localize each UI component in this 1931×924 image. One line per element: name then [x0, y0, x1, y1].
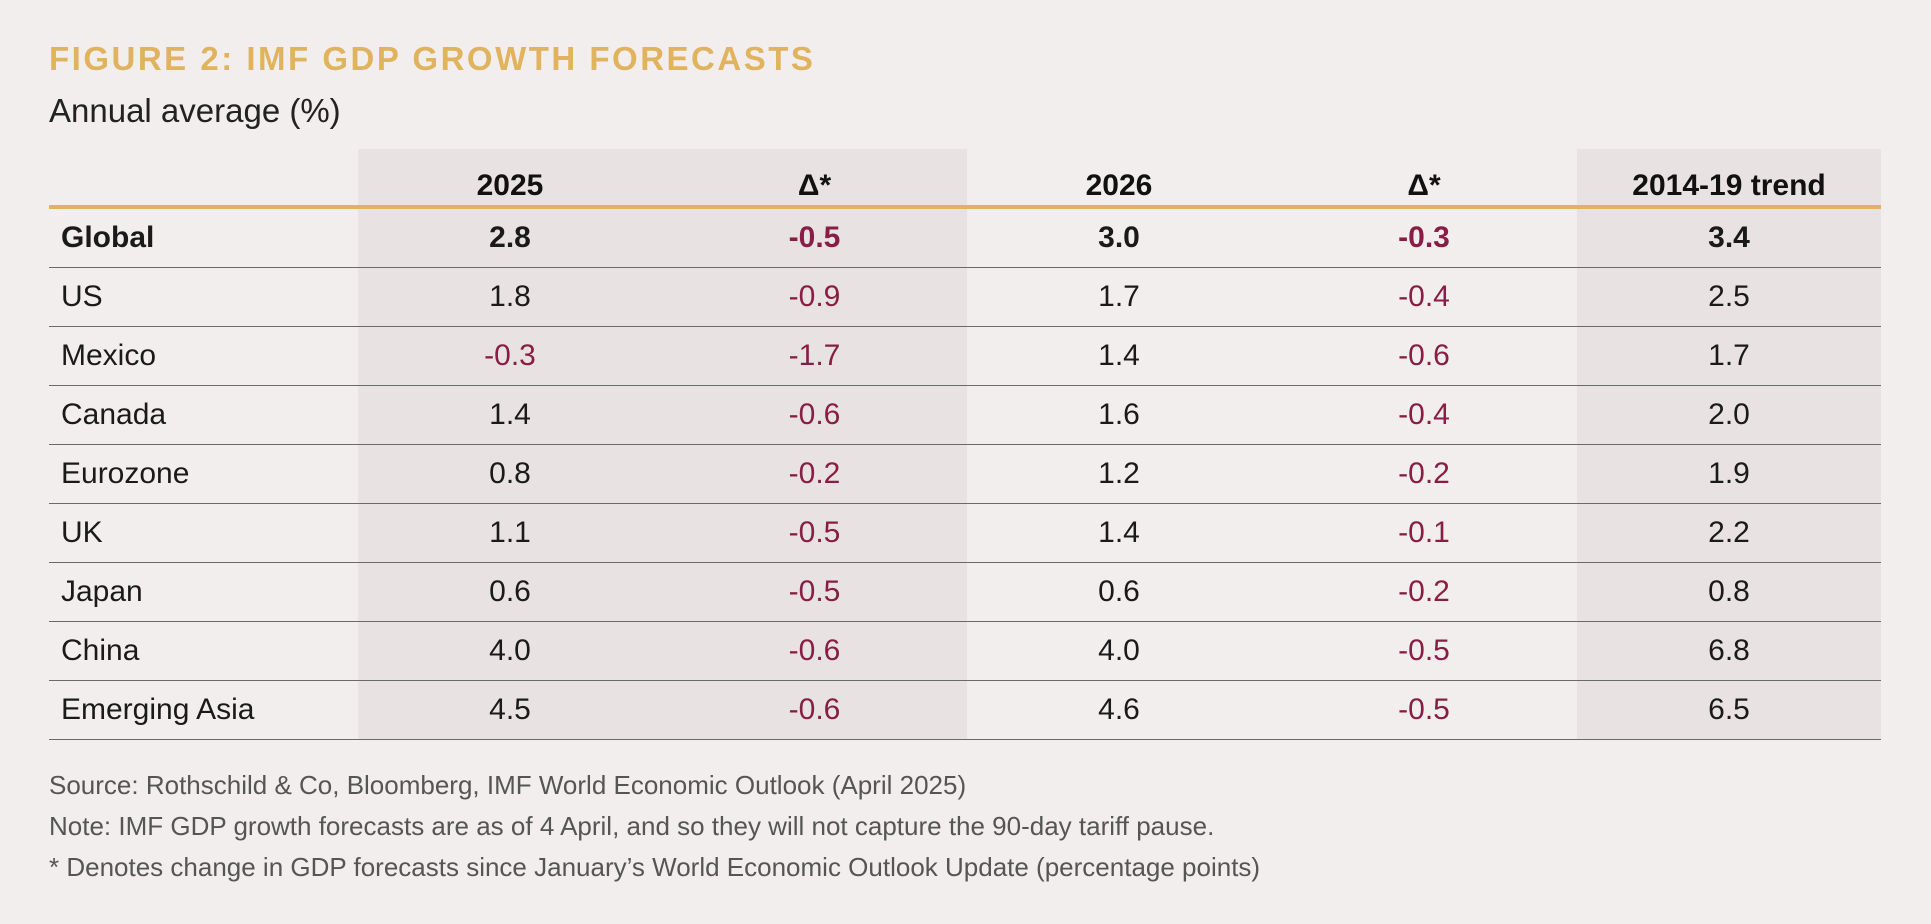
cell-delta-2026: -0.4 — [1398, 280, 1450, 313]
cell-2026: 3.0 — [1098, 221, 1140, 254]
row-label: Eurozone — [61, 457, 190, 490]
cell-2025: 0.8 — [489, 457, 531, 490]
cell-2025: -0.3 — [484, 339, 536, 372]
cell-2026: 1.2 — [1098, 457, 1140, 490]
cell-2025: 4.0 — [489, 634, 531, 667]
delta-note: * Denotes change in GDP forecasts since … — [49, 852, 1261, 882]
header-trend: 2014-19 trend — [1632, 169, 1826, 202]
cell-delta-2025: -1.7 — [788, 339, 841, 372]
row-label: Global — [61, 221, 155, 254]
cell-trend: 6.5 — [1708, 693, 1750, 726]
row-label: Canada — [61, 398, 167, 431]
cell-trend: 0.8 — [1708, 575, 1750, 608]
row-label: Mexico — [61, 339, 157, 372]
tariff-note: Note: IMF GDP growth forecasts are as of… — [49, 811, 1215, 841]
cell-2026: 1.6 — [1098, 398, 1140, 431]
row-label: US — [61, 280, 103, 313]
cell-delta-2026: -0.6 — [1398, 339, 1450, 372]
figure-subtitle: Annual average (%) — [49, 92, 341, 129]
source-note: Source: Rothschild & Co, Bloomberg, IMF … — [49, 770, 967, 800]
cell-2026: 1.4 — [1098, 516, 1140, 549]
table-row: Mexico -0.3 -1.7 1.4 -0.6 1.7 — [49, 327, 1881, 386]
cell-delta-2026: -0.2 — [1398, 457, 1450, 490]
notes: Source: Rothschild & Co, Bloomberg, IMF … — [49, 765, 1260, 888]
table-row: Japan 0.6 -0.5 0.6 -0.2 0.8 — [49, 563, 1881, 622]
cell-2026: 0.6 — [1098, 575, 1140, 608]
cell-delta-2025: -0.9 — [788, 280, 841, 313]
row-label: China — [61, 634, 140, 667]
cell-delta-2025: -0.6 — [788, 398, 841, 431]
table-row: US 1.8 -0.9 1.7 -0.4 2.5 — [49, 268, 1881, 327]
table-row: Canada 1.4 -0.6 1.6 -0.4 2.0 — [49, 386, 1881, 445]
cell-2026: 1.7 — [1098, 280, 1140, 313]
cell-delta-2025: -0.5 — [788, 516, 841, 549]
cell-trend: 6.8 — [1708, 634, 1750, 667]
cell-delta-2026: -0.2 — [1398, 575, 1450, 608]
cell-2026: 4.6 — [1098, 693, 1140, 726]
cell-2025: 1.8 — [489, 280, 531, 313]
cell-2025: 2.8 — [489, 221, 531, 254]
cell-delta-2026: -0.3 — [1398, 221, 1450, 254]
header-divider — [49, 205, 1881, 209]
cell-delta-2025: -0.6 — [788, 693, 841, 726]
row-label: Emerging Asia — [61, 693, 255, 726]
figure-title: FIGURE 2: IMF GDP GROWTH FORECASTS — [49, 40, 816, 77]
table-row: Emerging Asia 4.5 -0.6 4.6 -0.5 6.5 — [49, 681, 1881, 740]
cell-delta-2026: -0.1 — [1398, 516, 1450, 549]
cell-trend: 2.5 — [1708, 280, 1750, 313]
table-row: Global 2.8 -0.5 3.0 -0.3 3.4 — [49, 209, 1881, 268]
header-2026: 2026 — [1085, 169, 1153, 202]
cell-2026: 4.0 — [1098, 634, 1140, 667]
table-row: UK 1.1 -0.5 1.4 -0.1 2.2 — [49, 504, 1881, 563]
row-label: UK — [61, 516, 103, 549]
cell-2025: 1.4 — [489, 398, 531, 431]
cell-trend: 2.2 — [1708, 516, 1750, 549]
table-header: 2025 Δ* 2026 Δ* 2014-19 trend — [49, 149, 1881, 205]
cell-delta-2026: -0.5 — [1398, 634, 1450, 667]
cell-delta-2025: -0.5 — [788, 221, 841, 254]
cell-trend: 2.0 — [1708, 398, 1750, 431]
cell-delta-2025: -0.2 — [788, 457, 841, 490]
row-label: Japan — [61, 575, 143, 608]
header-2025: 2025 — [476, 169, 544, 202]
cell-2025: 0.6 — [489, 575, 531, 608]
cell-delta-2025: -0.6 — [788, 634, 841, 667]
cell-trend: 1.7 — [1708, 339, 1750, 372]
cell-delta-2025: -0.5 — [788, 575, 841, 608]
cell-trend: 3.4 — [1708, 221, 1750, 254]
table-row: Eurozone 0.8 -0.2 1.2 -0.2 1.9 — [49, 445, 1881, 504]
cell-2025: 1.1 — [489, 516, 531, 549]
cell-trend: 1.9 — [1708, 457, 1750, 490]
cell-delta-2026: -0.5 — [1398, 693, 1450, 726]
header-delta-2026: Δ* — [1407, 169, 1441, 202]
cell-delta-2026: -0.4 — [1398, 398, 1450, 431]
table-row: China 4.0 -0.6 4.0 -0.5 6.8 — [49, 622, 1881, 681]
forecast-table: 2025 Δ* 2026 Δ* 2014-19 trend Global 2.8 -0.5 3… — [49, 149, 1881, 740]
cell-2025: 4.5 — [489, 693, 531, 726]
cell-2026: 1.4 — [1098, 339, 1140, 372]
header-delta-2025: Δ* — [797, 169, 832, 202]
